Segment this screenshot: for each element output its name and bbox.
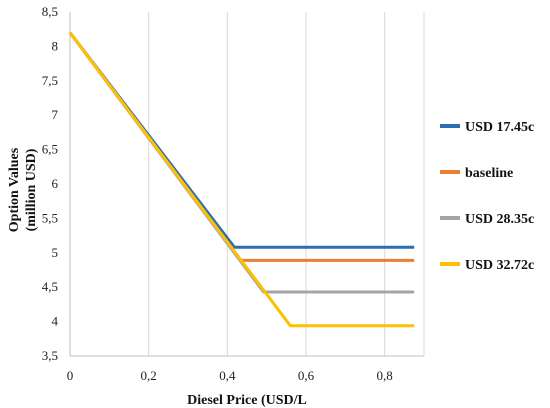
series-line-1 (68, 31, 415, 262)
legend-label-1: baseline (465, 166, 513, 181)
x-tick-label-1: 0,2 (141, 368, 157, 383)
y-tick-label-5: 6 (52, 176, 59, 191)
y-tick-label-4: 5,5 (42, 210, 58, 225)
legend-label-3: USD 32.72c (465, 258, 534, 273)
y-axis-title: Option Values (million USD) (7, 147, 39, 232)
legend-label-0: USD 17.45c (465, 120, 534, 135)
x-axis-title: Diesel Price (USD/L (187, 393, 307, 408)
y-axis-title-line-0: Option Values (7, 147, 22, 232)
axes (69, 12, 424, 357)
tick-labels: 3,5 4 4,5 5 5,5 6 6,5 7 7,5 8 8,5 0 0,2 0,4 0,6 0,8 (42, 4, 393, 383)
y-tick-label-1: 4 (52, 314, 59, 329)
y-tick-label-0: 3,5 (42, 348, 58, 363)
y-tick-label-6: 6,5 (42, 142, 58, 157)
y-tick-label-8: 7,5 (42, 73, 58, 88)
series-line-3 (68, 31, 415, 328)
y-tick-label-2: 4,5 (42, 279, 58, 294)
y-axis-title-line-1: (million USD) (24, 148, 39, 231)
y-tick-label-3: 5 (52, 245, 59, 260)
x-tick-label-0: 0 (67, 368, 74, 383)
series-lines (68, 31, 415, 328)
x-tick-label-3: 0,6 (298, 368, 315, 383)
series-line-2 (68, 31, 415, 294)
x-tick-label-4: 0,8 (377, 368, 393, 383)
series-line-0 (68, 31, 415, 249)
legend: USD 17.45c baseline USD 28.35c USD 32.72c (440, 120, 534, 273)
legend-label-2: USD 28.35c (465, 212, 534, 227)
x-tick-label-2: 0,4 (219, 368, 236, 383)
y-tick-label-9: 8 (52, 38, 59, 53)
gridlines (69, 12, 425, 356)
y-tick-label-10: 8,5 (42, 4, 58, 19)
y-tick-label-7: 7 (52, 107, 59, 122)
